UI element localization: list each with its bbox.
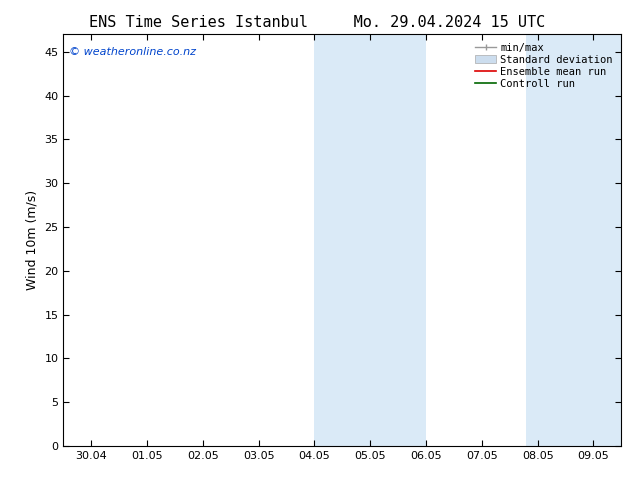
- Bar: [526, 34, 621, 446]
- Y-axis label: Wind 10m (m/s): Wind 10m (m/s): [26, 190, 39, 290]
- Legend: min/max, Standard deviation, Ensemble mean run, Controll run: min/max, Standard deviation, Ensemble me…: [472, 40, 616, 92]
- Text: ENS Time Series Istanbul     Mo. 29.04.2024 15 UTC: ENS Time Series Istanbul Mo. 29.04.2024 …: [89, 15, 545, 30]
- Bar: [314, 34, 426, 446]
- Text: © weatheronline.co.nz: © weatheronline.co.nz: [69, 47, 196, 57]
